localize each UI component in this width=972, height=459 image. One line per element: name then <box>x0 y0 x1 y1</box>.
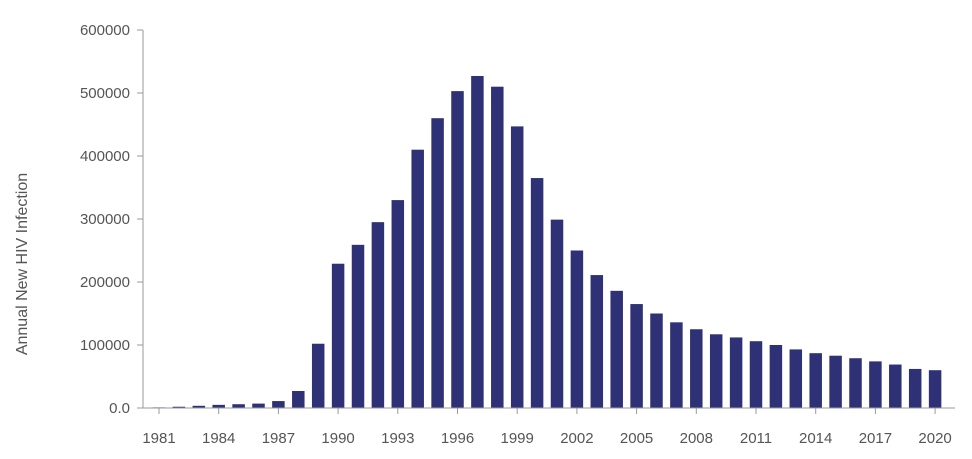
bar-2005 <box>630 304 643 408</box>
bar-2003 <box>590 275 604 408</box>
y-tick-label: 100000 <box>80 337 130 354</box>
bar-1999 <box>510 126 524 408</box>
bar-1987 <box>272 401 285 408</box>
y-tick-label: 300000 <box>80 211 130 228</box>
bar-2013 <box>789 349 803 408</box>
x-ticks-group: 1981 1984 1987 1990 1993 1996 1999 2002 2005 2008… <box>142 408 952 447</box>
bar-2010 <box>729 337 743 408</box>
x-tick-label: 1999 <box>501 430 534 447</box>
y-tick-label: 500000 <box>80 85 130 102</box>
y-tick-label: 600000 <box>80 22 130 39</box>
bar-1994 <box>411 149 424 408</box>
bar-1992 <box>371 222 385 408</box>
bar-1998 <box>491 86 504 408</box>
x-tick-label: 2017 <box>859 430 892 447</box>
bar-2006 <box>650 313 663 408</box>
y-tick-label: 0.0 <box>109 400 130 417</box>
bar-1991 <box>351 244 365 408</box>
bar-2015 <box>829 355 842 408</box>
x-tick-label: 1996 <box>441 430 474 447</box>
bar-1986 <box>252 403 265 408</box>
bar-2011 <box>749 341 763 408</box>
bar-2014 <box>809 353 822 408</box>
x-tick-label: 1990 <box>321 430 354 447</box>
bar-2007 <box>670 322 683 408</box>
axes-group <box>142 30 955 409</box>
bar-2009 <box>709 334 723 408</box>
bar-1989 <box>311 343 325 408</box>
bar-2017 <box>869 361 882 408</box>
bar-2008 <box>690 329 703 408</box>
bar-1985 <box>232 404 245 408</box>
bar-1997 <box>471 75 484 409</box>
bar-2020 <box>928 370 942 408</box>
x-tick-label: 2011 <box>740 430 772 447</box>
bar-1995 <box>431 118 444 408</box>
y-ticks-group: 0.0 100000 200000 300000 400000 500000 600000 <box>80 22 143 417</box>
bar-1988 <box>292 390 305 408</box>
bar-1996 <box>451 91 464 409</box>
bar-2000 <box>530 178 544 408</box>
bar-2002 <box>570 250 584 408</box>
bar-1990 <box>331 263 345 408</box>
x-tick-label: 2008 <box>680 430 713 447</box>
x-tick-label: 1993 <box>381 430 414 447</box>
x-tick-label: 1984 <box>202 430 235 447</box>
bars-group <box>152 75 942 409</box>
x-tick-label: 1987 <box>262 430 295 447</box>
bar-2019 <box>908 368 922 408</box>
y-tick-label: 200000 <box>80 274 130 291</box>
y-tick-label: 400000 <box>80 148 130 165</box>
bar-2012 <box>769 345 783 408</box>
x-tick-label: 2020 <box>918 430 951 447</box>
x-tick-label: 2005 <box>620 430 653 447</box>
bar-1982 <box>172 406 186 408</box>
bar-1984 <box>212 404 225 408</box>
bar-2018 <box>889 364 902 408</box>
bar-1993 <box>391 200 405 408</box>
x-tick-label: 1981 <box>142 430 175 447</box>
bar-2001 <box>550 219 564 408</box>
x-tick-label: 2002 <box>560 430 593 447</box>
bar-2004 <box>610 290 623 408</box>
bar-2016 <box>849 358 862 408</box>
y-axis-title: Annual New HIV Infection <box>14 173 31 355</box>
x-tick-label: 2014 <box>799 430 832 447</box>
bar-1983 <box>192 405 206 408</box>
